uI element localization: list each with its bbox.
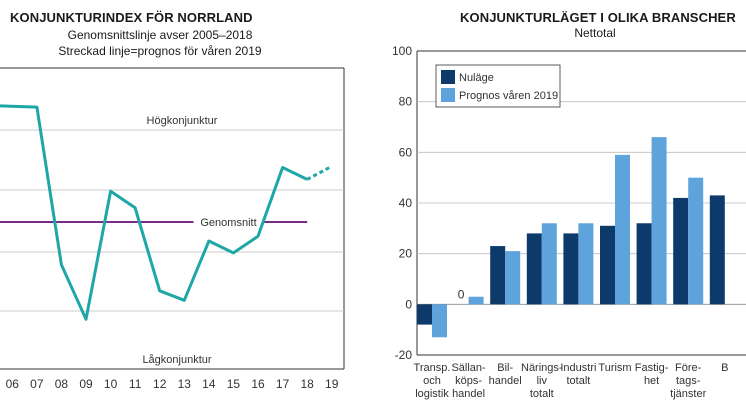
bar-chart-category-label: och (423, 375, 441, 387)
line-chart-x-tick-label: 06 (6, 377, 20, 391)
line-chart-x-tick-label: 09 (79, 377, 93, 391)
bar-chart-subtitle: Nettotal (574, 26, 616, 40)
legend-swatch-1 (441, 70, 455, 84)
bar-current (526, 233, 542, 305)
line-chart-title: KONJUNKTURINDEX FÖR NORRLAND (10, 10, 253, 25)
bar-chart-category-label: tags- (676, 375, 701, 387)
line-chart-x-tick-label: 18 (300, 377, 314, 391)
legend-label-2: Prognos våren 2019 (459, 90, 558, 102)
line-chart-subtitle-2: Streckad linje=prognos för våren 2019 (58, 44, 262, 58)
average-label: Genomsnitt (200, 217, 256, 229)
bar-forecast (468, 296, 484, 305)
bar-chart-y-tick-label: 20 (399, 247, 413, 261)
bar-chart-category-label: logistik (415, 388, 449, 400)
bar-chart-y-tick-label: 60 (399, 145, 413, 159)
bar-current (673, 197, 689, 305)
line-chart-x-tick-label: 14 (202, 377, 216, 391)
bar-chart-category-label: handel (489, 375, 522, 387)
bar-current (490, 246, 506, 305)
line-chart-x-tick-label: 12 (153, 377, 167, 391)
line-chart-subtitle-1: Genomsnittslinje avser 2005–2018 (67, 28, 253, 42)
legend-label-1: Nuläge (459, 72, 494, 84)
bar-chart-category-label: totalt (566, 375, 590, 387)
line-chart-x-tick-label: 10 (104, 377, 118, 391)
bar-forecast (432, 304, 447, 338)
bar-chart-y-tick-label: -20 (395, 348, 413, 362)
low-economy-label: Lågkonjunktur (142, 354, 211, 366)
bar-forecast (651, 137, 667, 305)
legend-swatch-2 (441, 88, 455, 102)
bar-chart-y-tick-label: 0 (405, 297, 412, 311)
bar-chart-category-label: handel (452, 388, 485, 400)
high-economy-label: Högkonjunktur (147, 115, 218, 127)
bar-chart-title: KONJUNKTURLÄGET I OLIKA BRANSCHER (460, 10, 736, 25)
bar-chart-category-label: Turism (598, 362, 631, 374)
forecast-line (306, 165, 333, 181)
bar-forecast (505, 251, 521, 305)
bar-chart-category-label: B (721, 362, 728, 374)
bar-current (636, 223, 652, 305)
bar-chart-category-label: tjänster (670, 388, 706, 400)
bar-chart-y-tick-label: 40 (399, 196, 413, 210)
line-chart-x-tick-label: 15 (227, 377, 241, 391)
line-chart-x-tick-label: 11 (129, 377, 142, 391)
line-chart-x-tick-label: 19 (325, 377, 339, 391)
bar-forecast (615, 154, 630, 305)
bar-chart-category-label: Transp. (414, 362, 451, 374)
bar-chart-category-label: Sällan- (451, 362, 486, 374)
bar-chart-y-tick-label: 100 (392, 44, 412, 58)
average-label-bg (193, 214, 264, 231)
bar-chart-category-label: Industri (560, 362, 596, 374)
line-chart-x-tick-label: 17 (276, 377, 290, 391)
bar-current (709, 195, 725, 305)
bar-forecast (688, 177, 704, 305)
bar-current (600, 225, 615, 305)
bar-chart-category-label: totalt (530, 388, 554, 400)
bar-chart-category-label: Före- (675, 362, 702, 374)
line-chart-x-tick-label: 13 (178, 377, 192, 391)
bar-data-label: 0 (458, 287, 465, 301)
legend-box (435, 64, 561, 108)
bar-chart-y-tick-label: 80 (399, 95, 413, 109)
bar-chart-category-label: köps- (455, 375, 482, 387)
bar-chart-category-label: Närings- (521, 362, 563, 374)
bar-chart-category-label: Fastig- (635, 362, 669, 374)
bar-current (563, 233, 579, 305)
line-chart-x-tick-label: 16 (251, 377, 265, 391)
bar-current (417, 304, 432, 325)
line-chart-x-tick-label: 08 (55, 377, 69, 391)
line-chart-x-tick-label: 07 (30, 377, 44, 391)
index-line (0, 104, 308, 321)
bar-forecast (541, 223, 557, 305)
bar-chart-category-label: Bil- (497, 362, 513, 374)
bar-chart-category-label: het (644, 375, 659, 387)
bar-chart-category-label: liv (537, 375, 548, 387)
bar-forecast (578, 223, 594, 305)
